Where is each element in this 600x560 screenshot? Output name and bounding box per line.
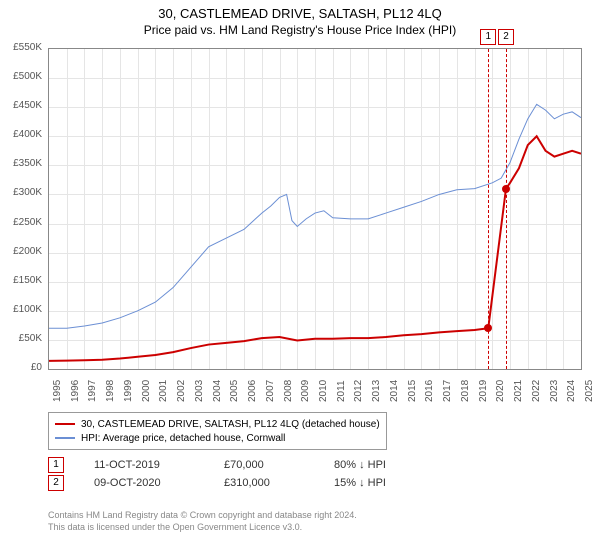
legend-swatch	[55, 437, 75, 439]
footer-attribution: Contains HM Land Registry data © Crown c…	[48, 510, 357, 533]
y-axis-label: £550K	[0, 42, 42, 53]
x-axis-label: 2007	[265, 380, 276, 402]
marker-dot	[502, 185, 510, 193]
x-axis-label: 2011	[336, 380, 347, 402]
legend-box: 30, CASTLEMEAD DRIVE, SALTASH, PL12 4LQ …	[48, 412, 387, 450]
x-axis-label: 2024	[566, 380, 577, 402]
transaction-row: 2 09-OCT-2020 £310,000 15% ↓ HPI	[48, 474, 386, 492]
x-axis-label: 2006	[247, 380, 258, 402]
x-axis-label: 1998	[105, 380, 116, 402]
chart-plot-area: 12	[48, 48, 582, 370]
y-axis-label: £0	[0, 362, 42, 373]
marker-label: 2	[498, 29, 514, 45]
x-axis-label: 2009	[300, 380, 311, 402]
transaction-id-box: 2	[48, 475, 64, 491]
x-axis-label: 1996	[70, 380, 81, 402]
x-axis-label: 2017	[442, 380, 453, 402]
x-axis-label: 1999	[123, 380, 134, 402]
marker-label: 1	[480, 29, 496, 45]
x-axis-label: 2010	[318, 380, 329, 402]
x-axis-label: 2004	[212, 380, 223, 402]
x-axis-label: 2003	[194, 380, 205, 402]
chart-title: 30, CASTLEMEAD DRIVE, SALTASH, PL12 4LQ	[0, 0, 600, 21]
series-hpi	[49, 104, 581, 328]
y-axis-label: £400K	[0, 129, 42, 140]
x-axis-label: 2001	[158, 380, 169, 402]
transaction-price: £310,000	[224, 477, 304, 489]
transaction-delta: 15% ↓ HPI	[334, 477, 386, 489]
x-axis-label: 2012	[353, 380, 364, 402]
y-axis-label: £200K	[0, 246, 42, 257]
legend-text: HPI: Average price, detached house, Corn…	[81, 433, 285, 444]
x-axis-label: 2000	[141, 380, 152, 402]
x-axis-label: 2015	[407, 380, 418, 402]
legend-item: HPI: Average price, detached house, Corn…	[55, 431, 380, 445]
x-axis-label: 2014	[389, 380, 400, 402]
x-axis-label: 2016	[424, 380, 435, 402]
x-axis-label: 2013	[371, 380, 382, 402]
x-axis-label: 2023	[549, 380, 560, 402]
y-axis-label: £250K	[0, 217, 42, 228]
transaction-id-box: 1	[48, 457, 64, 473]
x-axis-label: 2002	[176, 380, 187, 402]
transaction-row: 1 11-OCT-2019 £70,000 80% ↓ HPI	[48, 456, 386, 474]
legend-swatch	[55, 423, 75, 425]
x-axis-label: 2021	[513, 380, 524, 402]
legend-item: 30, CASTLEMEAD DRIVE, SALTASH, PL12 4LQ …	[55, 417, 380, 431]
footer-line-1: Contains HM Land Registry data © Crown c…	[48, 510, 357, 522]
series-property	[49, 136, 581, 361]
transaction-delta: 80% ↓ HPI	[334, 459, 386, 471]
x-axis-label: 2019	[478, 380, 489, 402]
x-axis-label: 2005	[229, 380, 240, 402]
y-axis-label: £50K	[0, 333, 42, 344]
y-axis-label: £150K	[0, 275, 42, 286]
y-axis-label: £100K	[0, 304, 42, 315]
x-axis-label: 2022	[531, 380, 542, 402]
x-axis-label: 2018	[460, 380, 471, 402]
marker-dot	[484, 324, 492, 332]
x-axis-label: 1995	[52, 380, 63, 402]
transaction-price: £70,000	[224, 459, 304, 471]
y-axis-label: £350K	[0, 158, 42, 169]
x-axis-label: 2020	[495, 380, 506, 402]
y-axis-label: £450K	[0, 100, 42, 111]
transaction-date: 11-OCT-2019	[94, 459, 194, 471]
x-axis-label: 2025	[584, 380, 595, 402]
legend-text: 30, CASTLEMEAD DRIVE, SALTASH, PL12 4LQ …	[81, 419, 380, 430]
transaction-table: 1 11-OCT-2019 £70,000 80% ↓ HPI 2 09-OCT-2020…	[48, 456, 386, 492]
x-axis-label: 2008	[283, 380, 294, 402]
y-axis-label: £300K	[0, 187, 42, 198]
x-axis-label: 1997	[87, 380, 98, 402]
chart-lines	[49, 49, 581, 369]
footer-line-2: This data is licensed under the Open Gov…	[48, 522, 357, 534]
y-axis-label: £500K	[0, 71, 42, 82]
transaction-date: 09-OCT-2020	[94, 477, 194, 489]
